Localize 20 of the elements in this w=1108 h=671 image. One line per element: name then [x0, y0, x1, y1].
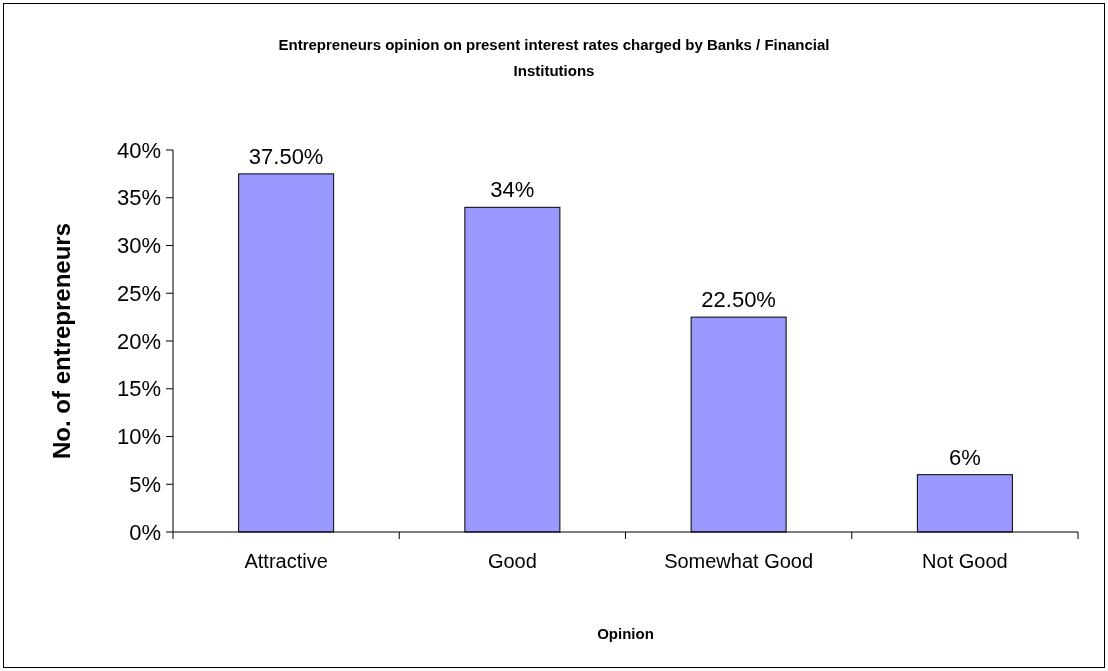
x-axis-title: Opinion: [597, 625, 654, 642]
x-tick-label: Good: [487, 550, 537, 572]
data-label: 22.50%: [701, 287, 776, 313]
y-tick-label: 35%: [116, 185, 161, 211]
x-tick-label: Somewhat Good: [664, 550, 814, 572]
x-tick-label: Not Good: [922, 550, 1008, 572]
data-label: 37.50%: [248, 143, 324, 169]
y-tick-label: 10%: [116, 424, 161, 450]
y-tick-label: 30%: [116, 233, 161, 259]
chart-title: Entrepreneurs opinion on present interest rates charged by Banks / Financial Institutions: [278, 36, 830, 79]
x-tick-label: Attractive: [244, 550, 328, 572]
data-label: 34%: [490, 177, 535, 203]
y-tick-label: 5%: [129, 471, 161, 497]
y-axis-title: No. of entrepreneurs: [48, 222, 75, 460]
y-tick-label: 25%: [116, 280, 161, 306]
data-label: 6%: [948, 444, 981, 470]
y-tick-label: 40%: [116, 137, 161, 163]
y-tick-label: 15%: [116, 376, 161, 402]
y-tick-label: 20%: [116, 328, 161, 354]
y-tick-label: 0%: [129, 519, 161, 545]
